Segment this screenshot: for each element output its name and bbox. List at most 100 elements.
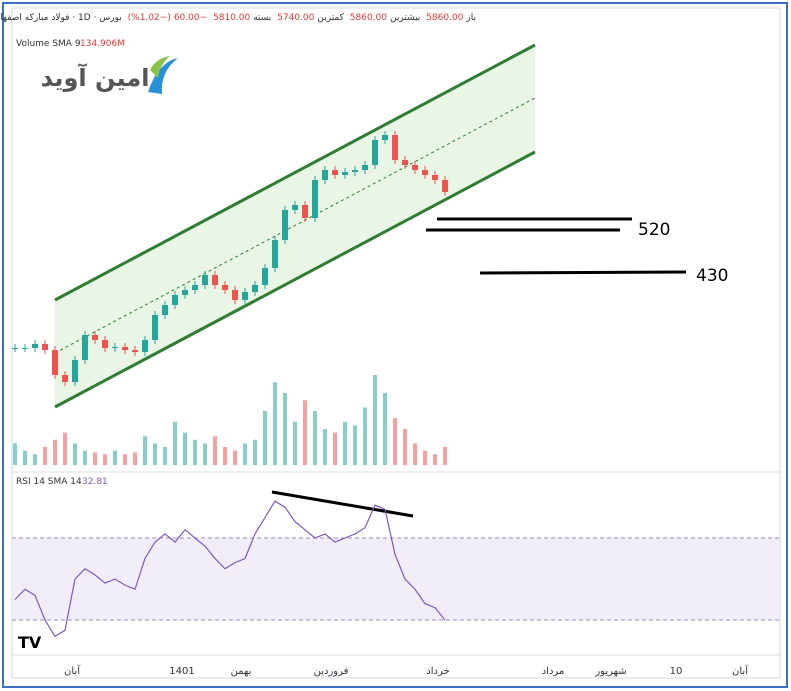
x-tick-label: خرداد: [426, 666, 449, 677]
volume-bar: [133, 452, 137, 465]
volume-bar: [23, 450, 27, 465]
candle: [42, 344, 48, 350]
candle: [172, 295, 178, 305]
candle: [182, 290, 188, 295]
volume-bar: [323, 429, 327, 465]
volume-bar: [13, 443, 17, 465]
candle: [32, 344, 38, 348]
support-line: [479, 270, 687, 275]
volume-bar: [113, 450, 117, 465]
header: باز5860.00 بیشترین5860.00 کمترین5740.00 …: [0, 13, 476, 23]
volume-bar: [293, 421, 297, 465]
candle: [412, 165, 418, 170]
level-label: 430: [696, 266, 728, 286]
x-tick-label: 10: [670, 666, 683, 677]
candle: [102, 340, 108, 348]
candle: [122, 347, 128, 350]
volume-label: Volume SMA 9: [16, 39, 81, 49]
candle: [92, 335, 98, 340]
volume-bar: [403, 429, 407, 465]
x-tick-label: 1401: [169, 666, 194, 677]
candle: [292, 205, 298, 210]
volume-bar: [153, 443, 157, 465]
candle: [362, 165, 368, 170]
inner-frame: [11, 7, 781, 679]
candle: [382, 135, 388, 140]
candle: [192, 285, 198, 290]
candle: [352, 170, 358, 172]
volume-bar: [223, 447, 227, 465]
volume-bar: [233, 450, 237, 465]
volume-bar: [383, 393, 387, 465]
logo-text: امین آوید: [41, 63, 150, 92]
candle: [432, 175, 438, 180]
volume-bar: [193, 439, 197, 465]
candle: [152, 315, 158, 340]
volume-bar: [43, 447, 47, 465]
channel-mid: [54, 97, 536, 354]
tv-logo: TV: [18, 633, 42, 652]
x-tick-label: بهمن: [231, 666, 252, 677]
volume-bar: [253, 439, 257, 465]
x-tick-label: آبان: [64, 664, 81, 677]
volume-bar: [273, 382, 277, 465]
candle: [212, 275, 218, 285]
volume-bar: [33, 454, 37, 465]
rsi-trendline: [271, 490, 414, 518]
candle: [372, 140, 378, 165]
volume-bar: [283, 393, 287, 465]
candle: [392, 135, 398, 160]
level-label: 520: [638, 220, 670, 240]
x-tick-label: آبان: [732, 664, 749, 677]
volume-bar: [243, 443, 247, 465]
candle: [272, 240, 278, 268]
candle: [242, 292, 248, 300]
candle: [112, 347, 118, 348]
close-label: بسته: [253, 13, 272, 23]
volume-bar: [183, 432, 187, 465]
open-label: باز: [466, 13, 476, 23]
candle: [222, 285, 228, 290]
candle: [422, 170, 428, 175]
volume-bar: [343, 421, 347, 465]
x-tick-label: مرداد: [542, 666, 565, 677]
volume-bar: [163, 447, 167, 465]
rsi-line: [14, 500, 446, 638]
low-label: کمترین: [317, 13, 344, 23]
candle: [332, 170, 338, 175]
low: 5740.00: [277, 13, 315, 23]
volume-bar: [93, 452, 97, 465]
volume-bar: [373, 375, 377, 465]
candle: [342, 172, 348, 175]
change-pct: (−1.02%): [127, 13, 171, 23]
volume-value: 134.906M: [80, 39, 125, 49]
volume-bar: [53, 439, 57, 465]
x-tick-label: فروردین: [314, 666, 349, 677]
candle: [312, 180, 318, 218]
candle: [52, 350, 58, 375]
volume-bar: [73, 443, 77, 465]
volume-bar: [123, 454, 127, 465]
volume-bar: [63, 432, 67, 465]
candle: [402, 160, 408, 165]
candle: [162, 305, 168, 315]
channel-top: [54, 43, 536, 302]
volume-bar: [313, 411, 317, 465]
candle: [302, 205, 308, 218]
rsi-label: RSI 14 SMA 14: [16, 477, 82, 487]
candle: [262, 268, 268, 285]
logo-icon: [148, 58, 178, 94]
candle: [142, 340, 148, 352]
candle: [202, 275, 208, 285]
candle: [442, 180, 448, 192]
high-label: بیشترین: [390, 13, 421, 23]
volume-bar: [143, 436, 147, 465]
volume-bar: [353, 425, 357, 465]
volume-bar: [333, 432, 337, 465]
x-tick-label: شهریور: [594, 666, 626, 677]
volume-bar: [433, 454, 437, 465]
volume-bar: [423, 450, 427, 465]
candle: [82, 335, 88, 360]
channel-bottom: [54, 150, 536, 409]
